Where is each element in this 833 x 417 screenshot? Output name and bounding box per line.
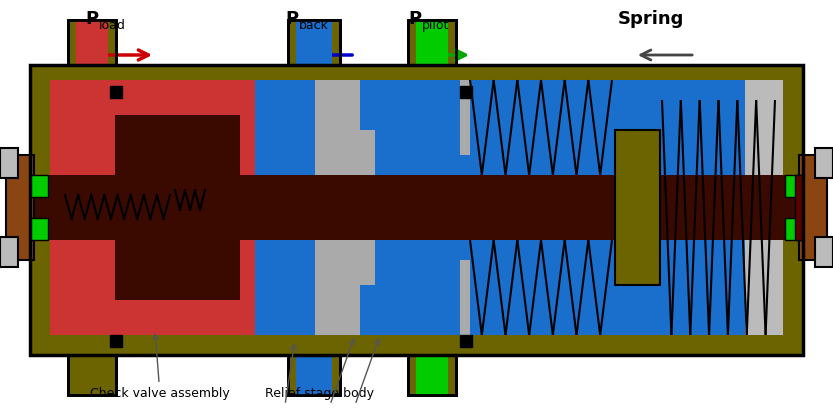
Bar [795, 175, 803, 240]
Bar [0, 237, 18, 267]
Bar [460, 260, 660, 335]
Bar [50, 80, 783, 335]
Bar [360, 240, 460, 335]
Bar [408, 20, 456, 65]
Text: P: P [408, 10, 421, 28]
Bar [30, 65, 803, 355]
Bar [50, 80, 255, 335]
Bar [460, 80, 660, 155]
Bar [76, 20, 108, 65]
Bar [110, 335, 122, 347]
Text: P: P [285, 10, 298, 28]
Bar [288, 355, 340, 395]
Bar [255, 240, 315, 335]
Bar [68, 20, 116, 65]
Text: Spring: Spring [618, 10, 685, 28]
Bar [6, 155, 34, 260]
Bar [460, 80, 745, 335]
Bar [416, 355, 448, 395]
Text: P: P [85, 10, 98, 28]
Bar [30, 65, 803, 355]
Bar [296, 355, 332, 395]
Bar [0, 148, 18, 178]
Bar [408, 355, 456, 395]
Text: back: back [299, 19, 329, 32]
Bar [615, 130, 660, 285]
Bar [255, 80, 315, 175]
Bar [785, 175, 803, 197]
Bar [815, 237, 833, 267]
Bar [799, 155, 827, 260]
Bar [315, 130, 375, 175]
Bar [288, 20, 340, 65]
Text: pilot: pilot [422, 19, 449, 32]
Bar [68, 355, 116, 395]
Text: Check valve assembly: Check valve assembly [90, 334, 230, 400]
Bar [315, 240, 375, 285]
Bar [470, 260, 660, 335]
Bar [408, 355, 456, 395]
Bar [460, 335, 472, 347]
Bar [785, 218, 803, 240]
Bar [408, 20, 456, 65]
Bar [460, 86, 472, 98]
Bar [110, 86, 122, 98]
Bar [315, 240, 460, 335]
Bar [360, 80, 460, 175]
Bar [315, 80, 460, 175]
Bar [30, 218, 48, 240]
Bar [470, 80, 660, 175]
Text: load: load [99, 19, 126, 32]
Bar [30, 175, 803, 240]
Bar [288, 355, 340, 395]
Bar [416, 20, 448, 65]
Bar [68, 355, 116, 395]
Bar [68, 20, 116, 65]
Bar [30, 175, 48, 197]
Bar [115, 115, 240, 300]
Bar [288, 20, 340, 65]
Bar [815, 148, 833, 178]
Bar [296, 20, 332, 65]
Text: Relief stage body: Relief stage body [265, 387, 374, 400]
